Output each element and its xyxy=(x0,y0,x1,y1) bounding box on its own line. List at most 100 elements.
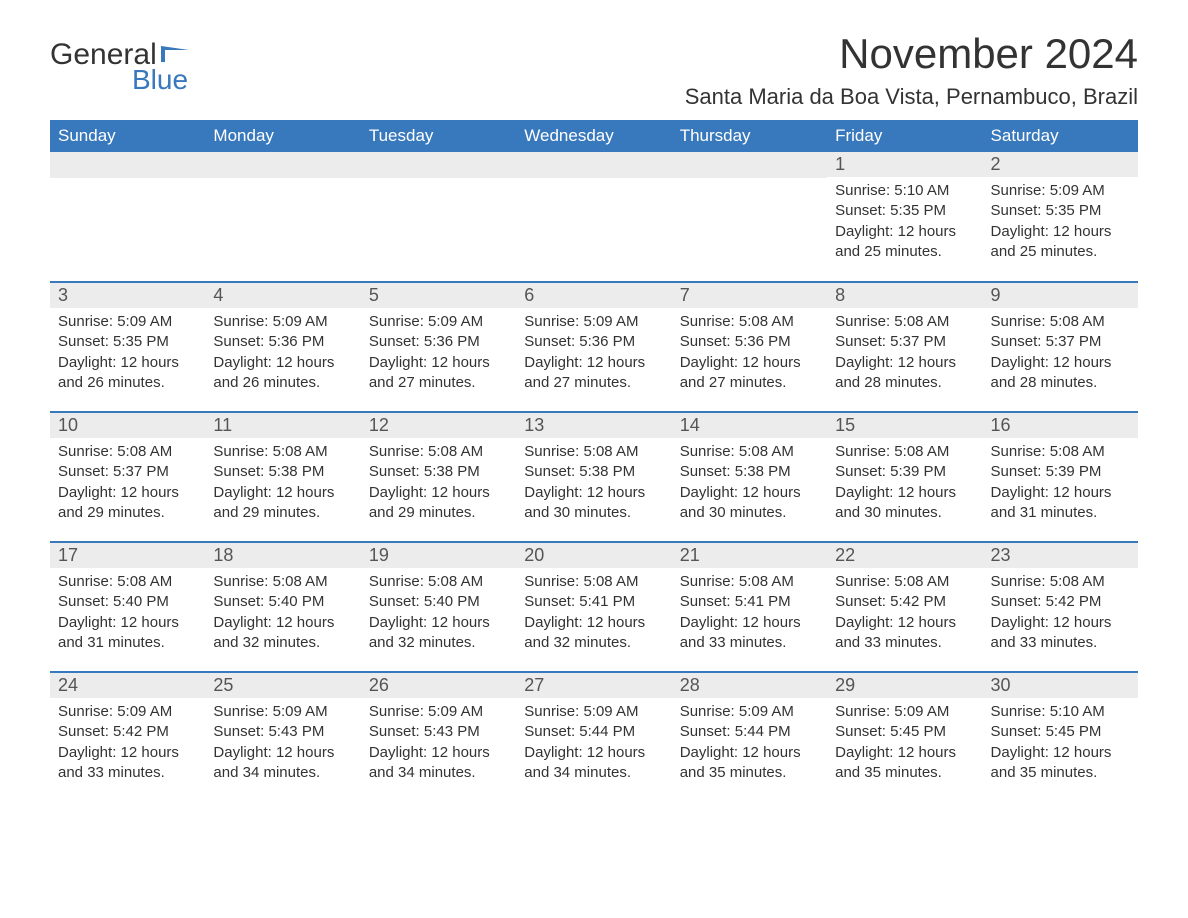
day-info: Sunrise: 5:08 AMSunset: 5:40 PMDaylight:… xyxy=(361,568,516,661)
day-number: 5 xyxy=(361,283,516,308)
day-info: Sunrise: 5:09 AMSunset: 5:36 PMDaylight:… xyxy=(361,308,516,401)
day-info: Sunrise: 5:08 AMSunset: 5:38 PMDaylight:… xyxy=(361,438,516,531)
daylight-text: Daylight: 12 hours and 34 minutes. xyxy=(213,743,352,784)
day-info: Sunrise: 5:08 AMSunset: 5:40 PMDaylight:… xyxy=(205,568,360,661)
day-info: Sunrise: 5:09 AMSunset: 5:35 PMDaylight:… xyxy=(983,177,1138,270)
sunrise-text: Sunrise: 5:09 AM xyxy=(58,702,197,722)
day-info: Sunrise: 5:09 AMSunset: 5:44 PMDaylight:… xyxy=(516,698,671,791)
day-info: Sunrise: 5:09 AMSunset: 5:45 PMDaylight:… xyxy=(827,698,982,791)
day-number: 9 xyxy=(983,283,1138,308)
sunrise-text: Sunrise: 5:09 AM xyxy=(680,702,819,722)
daylight-text: Daylight: 12 hours and 29 minutes. xyxy=(369,483,508,524)
col-thursday: Thursday xyxy=(672,120,827,152)
sunrise-text: Sunrise: 5:08 AM xyxy=(991,442,1130,462)
day-number-empty xyxy=(205,152,360,178)
calendar-cell: 18Sunrise: 5:08 AMSunset: 5:40 PMDayligh… xyxy=(205,542,360,672)
sunset-text: Sunset: 5:36 PM xyxy=(524,332,663,352)
calendar-cell: 13Sunrise: 5:08 AMSunset: 5:38 PMDayligh… xyxy=(516,412,671,542)
sunrise-text: Sunrise: 5:08 AM xyxy=(213,442,352,462)
daylight-text: Daylight: 12 hours and 27 minutes. xyxy=(369,353,508,394)
daylight-text: Daylight: 12 hours and 31 minutes. xyxy=(991,483,1130,524)
calendar-cell: 27Sunrise: 5:09 AMSunset: 5:44 PMDayligh… xyxy=(516,672,671,802)
sunset-text: Sunset: 5:41 PM xyxy=(680,592,819,612)
calendar-cell xyxy=(50,152,205,282)
sunset-text: Sunset: 5:41 PM xyxy=(524,592,663,612)
day-number: 15 xyxy=(827,413,982,438)
calendar-cell xyxy=(672,152,827,282)
day-number: 11 xyxy=(205,413,360,438)
sunrise-text: Sunrise: 5:08 AM xyxy=(680,312,819,332)
sunrise-text: Sunrise: 5:08 AM xyxy=(369,572,508,592)
daylight-text: Daylight: 12 hours and 27 minutes. xyxy=(524,353,663,394)
sunset-text: Sunset: 5:43 PM xyxy=(369,722,508,742)
day-info: Sunrise: 5:09 AMSunset: 5:36 PMDaylight:… xyxy=(516,308,671,401)
sunset-text: Sunset: 5:45 PM xyxy=(991,722,1130,742)
sunset-text: Sunset: 5:42 PM xyxy=(58,722,197,742)
calendar-cell xyxy=(361,152,516,282)
calendar-cell: 6Sunrise: 5:09 AMSunset: 5:36 PMDaylight… xyxy=(516,282,671,412)
daylight-text: Daylight: 12 hours and 30 minutes. xyxy=(524,483,663,524)
calendar-week: 3Sunrise: 5:09 AMSunset: 5:35 PMDaylight… xyxy=(50,282,1138,412)
sunrise-text: Sunrise: 5:09 AM xyxy=(524,702,663,722)
daylight-text: Daylight: 12 hours and 32 minutes. xyxy=(524,613,663,654)
sunrise-text: Sunrise: 5:09 AM xyxy=(524,312,663,332)
day-number-empty xyxy=(361,152,516,178)
day-number: 24 xyxy=(50,673,205,698)
calendar-cell: 21Sunrise: 5:08 AMSunset: 5:41 PMDayligh… xyxy=(672,542,827,672)
sunset-text: Sunset: 5:35 PM xyxy=(58,332,197,352)
calendar-week: 1Sunrise: 5:10 AMSunset: 5:35 PMDaylight… xyxy=(50,152,1138,282)
daylight-text: Daylight: 12 hours and 34 minutes. xyxy=(369,743,508,784)
day-number: 30 xyxy=(983,673,1138,698)
sunrise-text: Sunrise: 5:09 AM xyxy=(213,312,352,332)
sunrise-text: Sunrise: 5:08 AM xyxy=(991,312,1130,332)
sunrise-text: Sunrise: 5:08 AM xyxy=(369,442,508,462)
sunset-text: Sunset: 5:35 PM xyxy=(991,201,1130,221)
daylight-text: Daylight: 12 hours and 32 minutes. xyxy=(369,613,508,654)
day-info: Sunrise: 5:08 AMSunset: 5:37 PMDaylight:… xyxy=(983,308,1138,401)
sunset-text: Sunset: 5:39 PM xyxy=(991,462,1130,482)
calendar-cell: 10Sunrise: 5:08 AMSunset: 5:37 PMDayligh… xyxy=(50,412,205,542)
day-number: 28 xyxy=(672,673,827,698)
calendar-week: 17Sunrise: 5:08 AMSunset: 5:40 PMDayligh… xyxy=(50,542,1138,672)
daylight-text: Daylight: 12 hours and 32 minutes. xyxy=(213,613,352,654)
day-number: 10 xyxy=(50,413,205,438)
daylight-text: Daylight: 12 hours and 28 minutes. xyxy=(991,353,1130,394)
calendar-cell: 26Sunrise: 5:09 AMSunset: 5:43 PMDayligh… xyxy=(361,672,516,802)
sunrise-text: Sunrise: 5:08 AM xyxy=(835,312,974,332)
sunrise-text: Sunrise: 5:08 AM xyxy=(524,442,663,462)
daylight-text: Daylight: 12 hours and 33 minutes. xyxy=(835,613,974,654)
sunrise-text: Sunrise: 5:08 AM xyxy=(213,572,352,592)
day-info: Sunrise: 5:09 AMSunset: 5:42 PMDaylight:… xyxy=(50,698,205,791)
day-number: 17 xyxy=(50,543,205,568)
day-info: Sunrise: 5:09 AMSunset: 5:36 PMDaylight:… xyxy=(205,308,360,401)
day-info: Sunrise: 5:08 AMSunset: 5:41 PMDaylight:… xyxy=(516,568,671,661)
day-info: Sunrise: 5:09 AMSunset: 5:43 PMDaylight:… xyxy=(361,698,516,791)
daylight-text: Daylight: 12 hours and 28 minutes. xyxy=(835,353,974,394)
sunset-text: Sunset: 5:40 PM xyxy=(213,592,352,612)
daylight-text: Daylight: 12 hours and 34 minutes. xyxy=(524,743,663,784)
sunrise-text: Sunrise: 5:10 AM xyxy=(835,181,974,201)
daylight-text: Daylight: 12 hours and 29 minutes. xyxy=(213,483,352,524)
day-info: Sunrise: 5:08 AMSunset: 5:42 PMDaylight:… xyxy=(827,568,982,661)
sunset-text: Sunset: 5:37 PM xyxy=(991,332,1130,352)
day-info: Sunrise: 5:08 AMSunset: 5:38 PMDaylight:… xyxy=(516,438,671,531)
col-monday: Monday xyxy=(205,120,360,152)
day-number: 19 xyxy=(361,543,516,568)
daylight-text: Daylight: 12 hours and 26 minutes. xyxy=(58,353,197,394)
col-sunday: Sunday xyxy=(50,120,205,152)
day-info: Sunrise: 5:08 AMSunset: 5:38 PMDaylight:… xyxy=(205,438,360,531)
day-info: Sunrise: 5:08 AMSunset: 5:37 PMDaylight:… xyxy=(827,308,982,401)
day-number: 16 xyxy=(983,413,1138,438)
sunrise-text: Sunrise: 5:08 AM xyxy=(991,572,1130,592)
day-number: 27 xyxy=(516,673,671,698)
logo-word-blue: Blue xyxy=(132,64,189,96)
col-tuesday: Tuesday xyxy=(361,120,516,152)
day-number: 12 xyxy=(361,413,516,438)
day-number: 20 xyxy=(516,543,671,568)
daylight-text: Daylight: 12 hours and 33 minutes. xyxy=(680,613,819,654)
calendar-cell: 25Sunrise: 5:09 AMSunset: 5:43 PMDayligh… xyxy=(205,672,360,802)
sunrise-text: Sunrise: 5:08 AM xyxy=(524,572,663,592)
month-title: November 2024 xyxy=(685,30,1138,78)
day-number: 23 xyxy=(983,543,1138,568)
col-saturday: Saturday xyxy=(983,120,1138,152)
